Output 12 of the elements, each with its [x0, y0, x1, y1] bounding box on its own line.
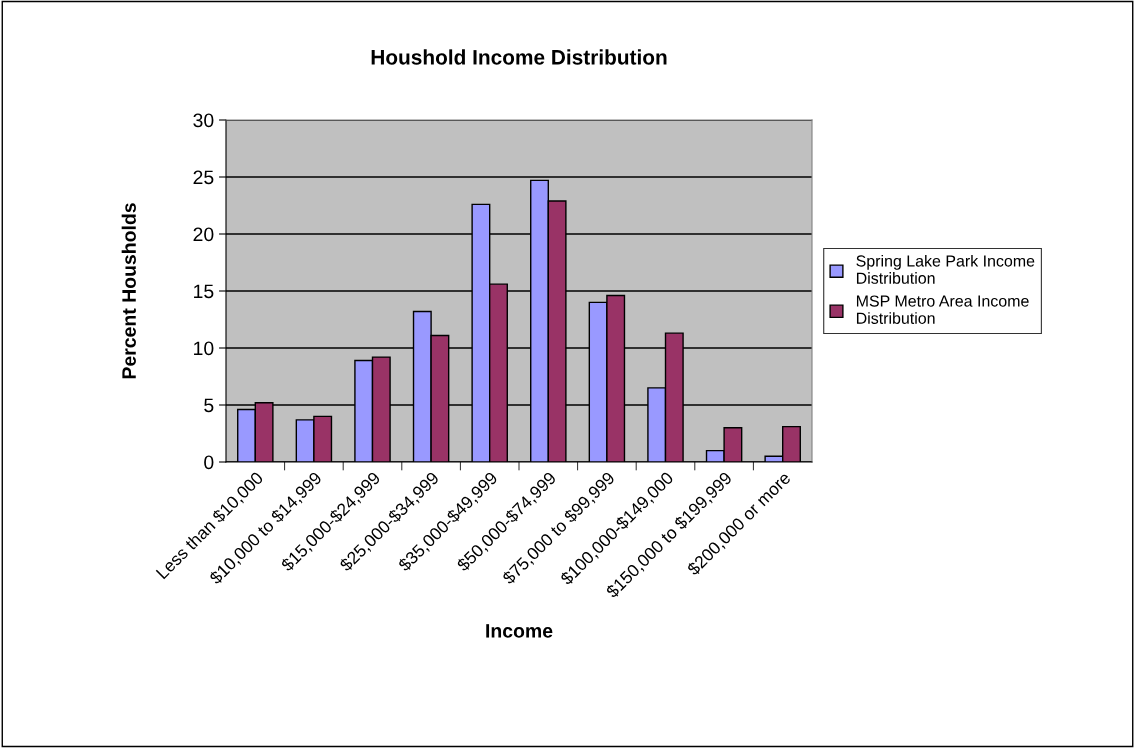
x-axis-title: Income: [486, 624, 553, 638]
legend-label: MSP Metro Area Income Distribution: [856, 295, 1029, 324]
y-tick-label: 30: [193, 113, 214, 128]
chart-title: Houshold Income Distribution: [371, 49, 667, 65]
y-tick-label: 5: [204, 398, 214, 413]
y-tick-label: 15: [194, 284, 214, 299]
y-tick-label: 25: [193, 170, 214, 185]
y-axis-title: Percent Housholds: [121, 203, 136, 379]
y-tick-label: 10: [194, 341, 214, 356]
legend-label: Spring Lake Park Income Distribution: [856, 254, 1035, 284]
y-tick-label: 20: [193, 227, 214, 242]
y-tick-label: 0: [204, 455, 214, 470]
